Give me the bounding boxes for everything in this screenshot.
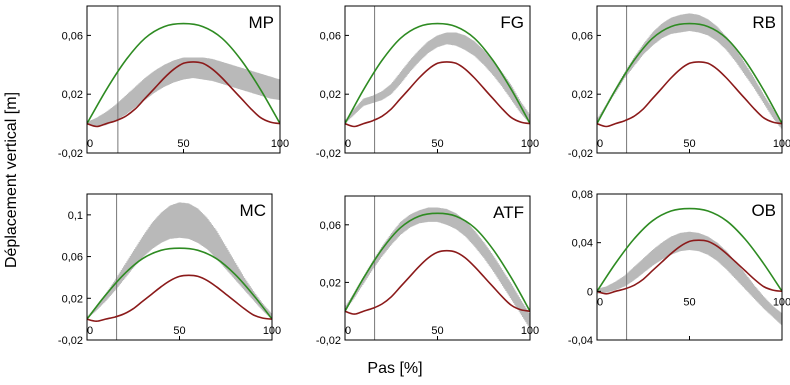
y-tick-label: 0,04: [572, 238, 593, 250]
y-tick-label: 0,02: [62, 293, 83, 305]
series-line-green: [345, 212, 530, 312]
plot-area: [345, 6, 530, 153]
variability-band: [597, 231, 782, 325]
panel-mp: -0,02 0,02 0,06 0 50 100 MP: [58, 5, 289, 160]
series-line-red: [87, 61, 280, 128]
series-line-red: [597, 239, 782, 295]
panel-fg: -0,02 0,02 0,06 0 50 100 FG: [316, 5, 539, 160]
y-tick-label: 0,06: [62, 30, 83, 42]
x-tick-label: 50: [431, 325, 443, 337]
panel-title: MC: [240, 201, 266, 220]
variability-band: [345, 32, 530, 124]
panel-title: FG: [500, 13, 524, 32]
panel-title: OB: [751, 201, 776, 220]
series-line-green: [345, 22, 530, 124]
panel-rb: -0,02 0,02 0,06 0 50 100 RB: [568, 5, 790, 160]
x-tick-label: 100: [773, 296, 790, 308]
y-tick-label: 0,06: [320, 220, 341, 232]
y-tick-label: 0,1: [68, 210, 83, 222]
panel-atf: -0,02 0,02 0,06 0 50 100 ATF: [316, 195, 539, 347]
panel-ob: -0,04 0 0,04 0,08 0 50 100 OB: [568, 189, 790, 347]
x-tick-label: 0: [345, 138, 351, 150]
x-tick-label: 100: [263, 325, 281, 337]
x-tick-label: 50: [683, 138, 695, 150]
y-tick-label: -0,02: [58, 335, 83, 347]
y-tick-label: 0,02: [572, 89, 593, 101]
series-line-red: [345, 61, 530, 128]
panel-title: RB: [752, 13, 776, 32]
series-line-red: [87, 274, 272, 323]
y-tick-label: 0,02: [320, 277, 341, 289]
y-tick-label: -0,02: [58, 148, 83, 160]
y-tick-label: 0,08: [572, 189, 593, 201]
x-tick-label: 0: [597, 296, 603, 308]
x-tick-label: 100: [521, 325, 539, 337]
series-line-red: [345, 249, 530, 315]
y-tick-label: -0,02: [316, 148, 341, 160]
y-tick-label: 0,06: [62, 252, 83, 264]
x-tick-label: 50: [683, 296, 695, 308]
variability-band: [345, 207, 530, 328]
series-line-green: [597, 207, 782, 292]
x-tick-label: 0: [597, 138, 603, 150]
x-tick-label: 50: [173, 325, 185, 337]
panel-mc: -0,02 0,02 0,06 0,1 0 50 100 MC: [58, 193, 281, 347]
plot-area: [87, 194, 272, 340]
plot-area: [597, 6, 782, 153]
x-tick-label: 100: [521, 138, 539, 150]
variability-band: [87, 57, 280, 127]
y-tick-label: 0,06: [320, 30, 341, 42]
x-tick-label: 100: [271, 138, 289, 150]
plot-area: [87, 6, 280, 153]
series-line-green: [87, 22, 280, 124]
panel-title: ATF: [493, 203, 524, 222]
y-tick-label: 0,06: [572, 30, 593, 42]
y-tick-label: -0,04: [568, 335, 593, 347]
series-line-green: [87, 247, 272, 320]
x-tick-label: 0: [87, 138, 93, 150]
x-tick-label: 0: [345, 325, 351, 337]
panel-title: MP: [249, 13, 275, 32]
x-tick-label: 0: [87, 325, 93, 337]
plot-area: [597, 194, 782, 340]
y-tick-label: 0,02: [320, 89, 341, 101]
y-tick-label: 0,02: [62, 89, 83, 101]
x-axis-label: Pas [%]: [367, 360, 423, 377]
y-tick-label: -0,02: [568, 148, 593, 160]
plot-area: [345, 196, 530, 340]
x-tick-label: 100: [773, 138, 790, 150]
x-tick-label: 50: [177, 138, 189, 150]
series-line-red: [597, 61, 782, 128]
y-tick-label: -0,02: [316, 335, 341, 347]
series-line-green: [597, 22, 782, 124]
y-tick-label: 0: [587, 286, 593, 298]
y-axis-label: Déplacement vertical [m]: [3, 91, 20, 269]
x-tick-label: 50: [431, 138, 443, 150]
